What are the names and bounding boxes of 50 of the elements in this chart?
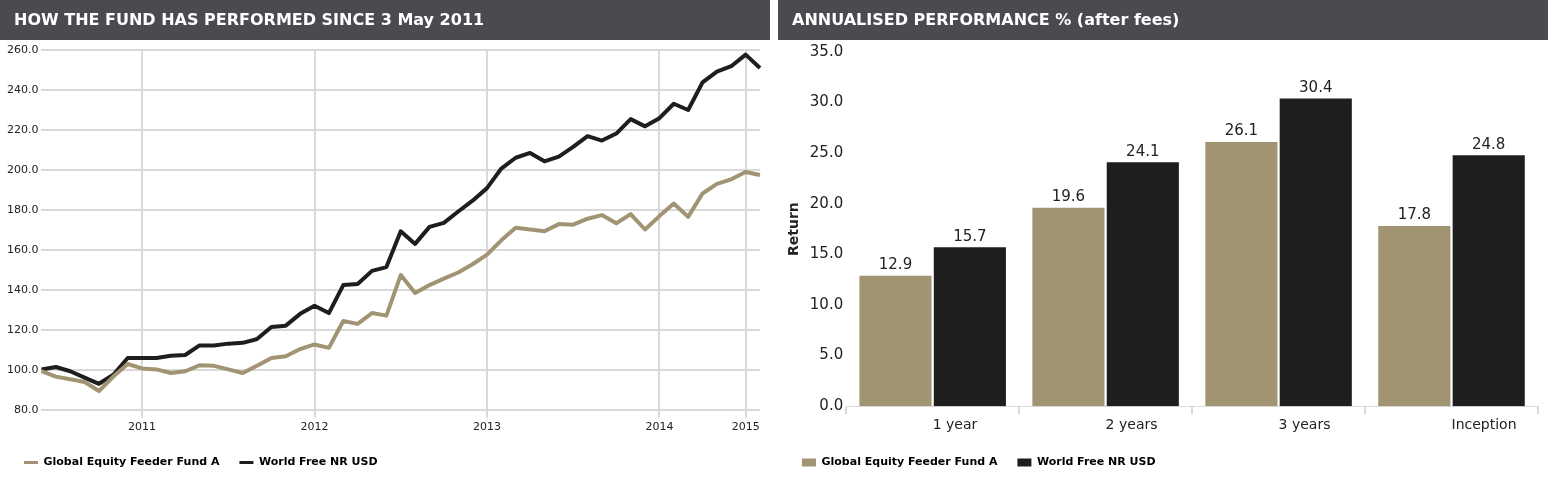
data-label: 30.4 — [1299, 77, 1333, 96]
y-tick-label: 180.0 — [6, 202, 39, 216]
x-tick-label: Inception — [1451, 416, 1517, 433]
y-tick-label: 15.0 — [809, 244, 844, 263]
y-tick-label: 200.0 — [6, 162, 39, 176]
chart-title: ANNUALISED PERFORMANCE % (after fees) — [778, 0, 1548, 40]
bar — [859, 275, 932, 407]
x-tick-label: 1 year — [932, 416, 978, 433]
y-tick-label: 30.0 — [809, 92, 844, 111]
legend-label: Global Equity Feeder Fund A — [821, 455, 998, 469]
chart-title: HOW THE FUND HAS PERFORMED SINCE 3 May 2011 — [0, 0, 770, 40]
data-label: 19.6 — [1051, 187, 1086, 206]
y-tick-label: 240.0 — [6, 82, 39, 96]
legend-label: World Free NR USD — [1036, 455, 1156, 469]
x-tick-label: 3 years — [1278, 416, 1331, 433]
data-label: 12.9 — [878, 255, 913, 274]
x-tick-label: 2013 — [472, 420, 501, 434]
bar — [1452, 155, 1525, 407]
data-label: 15.7 — [953, 226, 987, 245]
bar — [1032, 207, 1105, 407]
y-tick-label: 0.0 — [819, 396, 844, 415]
bar — [933, 247, 1006, 407]
x-tick-label: 2014 — [645, 420, 674, 434]
y-axis-title: Return — [785, 202, 802, 257]
y-tick-label: 160.0 — [6, 242, 39, 256]
bar — [1279, 98, 1352, 407]
y-tick-label: 20.0 — [809, 193, 844, 212]
y-tick-label: 10.0 — [809, 294, 844, 313]
x-tick-label: 2011 — [128, 420, 157, 434]
y-tick-label: 5.0 — [819, 345, 844, 364]
data-label: 24.1 — [1126, 141, 1160, 160]
y-tick-label: 260.0 — [6, 42, 39, 56]
y-tick-label: 120.0 — [6, 322, 39, 336]
y-tick-label: 100.0 — [6, 362, 39, 376]
bar — [1106, 162, 1179, 407]
x-tick-label: 2015 — [731, 420, 760, 434]
data-label: 26.1 — [1224, 121, 1259, 140]
y-tick-label: 140.0 — [6, 282, 39, 296]
data-label: 24.8 — [1472, 134, 1506, 153]
legend-label: Global Equity Feeder Fund A — [43, 455, 220, 469]
bar — [1205, 142, 1278, 407]
y-tick-label: 220.0 — [6, 122, 39, 136]
y-tick-label: 35.0 — [809, 41, 844, 60]
bar — [1378, 226, 1451, 407]
y-tick-label: 25.0 — [809, 143, 844, 162]
x-tick-label: 2 years — [1105, 416, 1158, 433]
y-tick-label: 80.0 — [13, 402, 39, 416]
x-tick-label: 2012 — [300, 420, 329, 434]
legend-label: World Free NR USD — [258, 455, 378, 469]
data-label: 17.8 — [1397, 205, 1432, 224]
